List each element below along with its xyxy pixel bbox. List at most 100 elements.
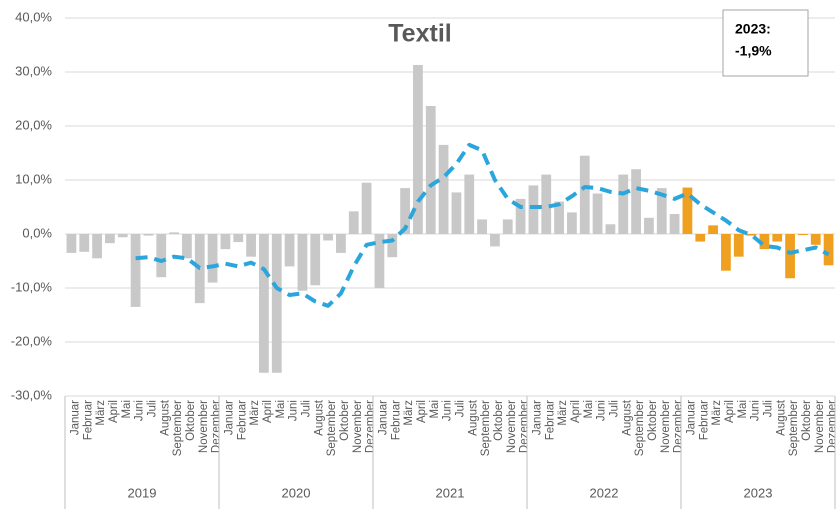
x-tick-label: Mai xyxy=(737,400,749,419)
bar xyxy=(810,234,821,245)
x-tick-label: Januar xyxy=(377,400,389,435)
x-tick-label: Januar xyxy=(685,400,697,435)
x-tick-label: August xyxy=(313,399,325,436)
bar xyxy=(156,234,167,278)
marks xyxy=(66,64,834,373)
x-tick-label: April xyxy=(416,400,428,423)
y-tick-label: 20,0% xyxy=(15,117,52,132)
x-tick-label: Mai xyxy=(121,400,133,419)
grid xyxy=(65,17,835,397)
x-tick-label: November xyxy=(814,400,826,453)
bar xyxy=(79,234,90,252)
x-tick-label: Juli xyxy=(300,400,312,417)
x-tick-label: September xyxy=(326,400,338,456)
x-tick-label: Oktober xyxy=(801,400,813,441)
x-tick-label: Juni xyxy=(596,400,608,421)
bar xyxy=(451,192,462,234)
bar xyxy=(207,234,218,283)
x-tick-label: Dezember xyxy=(827,400,839,453)
y-tick-label: -10,0% xyxy=(11,279,53,294)
x-tick-label: November xyxy=(660,400,672,453)
y-tick-label: -30,0% xyxy=(11,387,53,402)
x-tick-label: Juli xyxy=(608,400,620,417)
bar xyxy=(579,155,590,234)
bar xyxy=(618,174,629,234)
bar xyxy=(66,234,77,253)
bar xyxy=(515,198,526,234)
bar xyxy=(413,64,423,234)
x-tick-label: Februar xyxy=(236,400,248,440)
x-tick-label: Oktober xyxy=(493,400,505,441)
bar xyxy=(746,234,757,236)
x-tick-label: November xyxy=(198,400,210,453)
bar xyxy=(284,234,295,267)
x-tick-label: August xyxy=(621,399,633,436)
bar xyxy=(644,217,654,234)
x-tick-label: November xyxy=(506,400,518,453)
x-tick-label: Januar xyxy=(69,400,81,435)
bar xyxy=(348,211,359,234)
x-tick-label: Dezember xyxy=(673,400,685,453)
x-tick-label: Juni xyxy=(750,400,762,421)
bar xyxy=(336,234,346,253)
x-tick-label: Juni xyxy=(288,400,300,421)
x-tick-label: Februar xyxy=(544,400,556,440)
x-tick-label: März xyxy=(557,400,569,426)
bar xyxy=(733,234,744,257)
bar xyxy=(785,234,795,279)
group-label: 2022 xyxy=(590,485,619,500)
y-tick-label: 0,0% xyxy=(22,225,52,240)
x-tick-label: Juli xyxy=(762,400,774,417)
bar xyxy=(220,234,231,250)
group-label: 2019 xyxy=(128,485,157,500)
x-tick-label: Februar xyxy=(698,400,710,440)
x-tick-label: September xyxy=(634,400,646,456)
y-tick-label: 10,0% xyxy=(15,171,52,186)
x-tick-label: März xyxy=(403,400,415,426)
bar xyxy=(798,234,808,236)
x-tick-label: April xyxy=(262,400,274,423)
bar xyxy=(708,225,718,234)
x-tick-label: August xyxy=(467,399,479,436)
x-tick-label: September xyxy=(480,400,492,456)
bar xyxy=(605,224,616,234)
y-tick-label: -20,0% xyxy=(11,333,53,348)
bar xyxy=(823,234,834,266)
bar xyxy=(592,193,603,234)
x-tick-label: Oktober xyxy=(339,400,351,441)
group-label: 2023 xyxy=(744,485,773,500)
x-tick-label: Juni xyxy=(442,400,454,421)
x-tick-label: August xyxy=(159,399,171,436)
line xyxy=(135,142,830,308)
bar xyxy=(425,106,436,234)
x-tick-label: November xyxy=(352,400,364,453)
group-label: 2021 xyxy=(436,485,465,500)
bar xyxy=(772,234,783,242)
x-tick-label: September xyxy=(172,400,184,456)
x-tick-label: April xyxy=(108,400,120,423)
x-tick-label: Juni xyxy=(134,400,146,421)
bar xyxy=(759,234,770,250)
x-tick-label: Januar xyxy=(223,400,235,435)
bar xyxy=(502,219,513,234)
bar xyxy=(669,214,680,234)
x-tick-label: Februar xyxy=(390,400,402,440)
bar xyxy=(464,174,475,234)
x-tick-label: Mai xyxy=(583,400,595,419)
x-tick-label: Dezember xyxy=(519,400,531,453)
bar xyxy=(567,212,577,234)
x-tick-label: März xyxy=(711,400,723,426)
bar xyxy=(233,234,244,243)
bar xyxy=(130,234,141,307)
x-tick-label: Dezember xyxy=(211,400,223,453)
bar xyxy=(374,234,385,288)
bar xyxy=(105,234,115,244)
annotation: 2023: xyxy=(735,21,771,37)
group-label: 2020 xyxy=(282,485,311,500)
x-tick-label: Mai xyxy=(275,400,287,419)
annotation-box xyxy=(722,9,809,77)
x-tick-label: Oktober xyxy=(185,400,197,441)
bar xyxy=(182,234,192,259)
bar xyxy=(271,234,282,373)
